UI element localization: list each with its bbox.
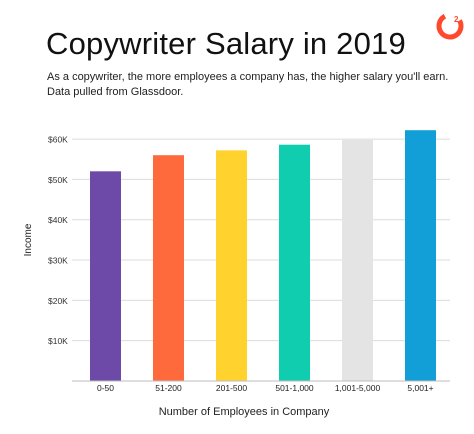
x-axis-label: Number of Employees in Company	[159, 406, 330, 418]
x-tick-label: 201-500	[216, 383, 247, 393]
bars	[90, 130, 436, 381]
y-tick-label: $30K	[48, 256, 68, 266]
y-axis-label: Income	[23, 223, 34, 256]
g2-logo: 2	[436, 12, 464, 40]
y-tick-label: $20K	[48, 296, 68, 306]
bar	[153, 155, 184, 381]
x-tick-labels: 0-50 51-200 201-500 501-1,000 1,001-5,000 5,0…	[97, 383, 434, 393]
chart-subtitle: As a copywriter, the more employees a co…	[47, 71, 449, 98]
gridlines	[72, 138, 450, 342]
y-tick-label: $50K	[48, 175, 68, 185]
x-tick-label: 51-200	[155, 383, 182, 393]
y-tick-label: $40K	[48, 215, 68, 225]
chart-title: Copywriter Salary in 2019	[46, 26, 406, 61]
bar	[90, 171, 121, 381]
y-tick-label: $10K	[48, 336, 68, 346]
g2-logo-text: 2	[454, 15, 459, 24]
bar	[342, 139, 373, 381]
bar	[279, 144, 310, 381]
x-tick-label: 5,001+	[407, 383, 433, 393]
x-tick-label: 1,001-5,000	[335, 383, 381, 393]
y-tick-label: $60K	[48, 135, 68, 145]
bar	[405, 130, 436, 381]
x-tick-label: 501-1,000	[275, 383, 314, 393]
y-tick-labels: $10K $20K $30K $40K $50K $60K	[48, 135, 68, 347]
x-tick-label: 0-50	[97, 383, 114, 393]
bar	[216, 150, 247, 381]
